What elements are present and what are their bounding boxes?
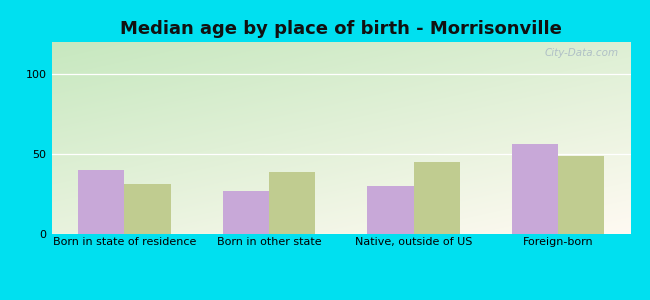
Bar — [124, 184, 170, 234]
Bar — [269, 172, 315, 234]
Title: Median age by place of birth - Morrisonville: Median age by place of birth - Morrisonv… — [120, 20, 562, 38]
Bar — [223, 191, 269, 234]
Bar — [512, 144, 558, 234]
Bar — [413, 162, 460, 234]
Bar — [78, 170, 124, 234]
Bar — [367, 186, 413, 234]
Text: City-Data.com: City-Data.com — [545, 48, 619, 58]
Bar — [558, 156, 605, 234]
